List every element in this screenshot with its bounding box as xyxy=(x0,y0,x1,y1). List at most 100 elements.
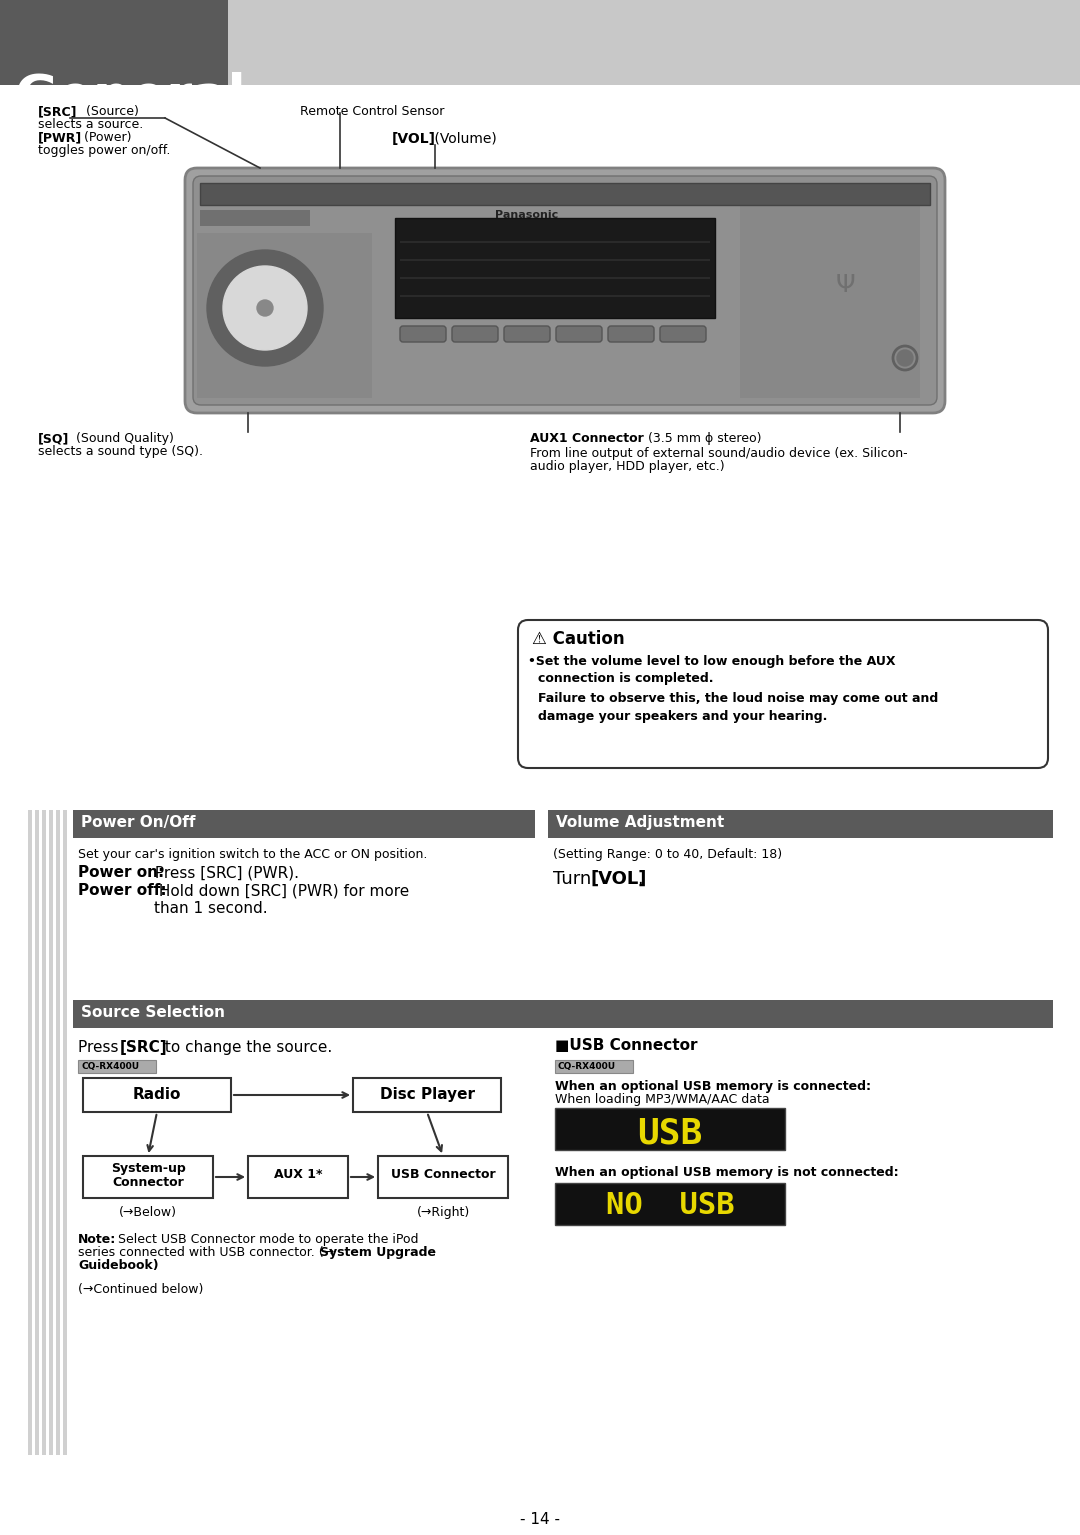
Bar xyxy=(378,1156,508,1197)
Bar xyxy=(400,241,710,243)
Bar xyxy=(740,183,920,398)
Text: .: . xyxy=(637,870,643,889)
Circle shape xyxy=(222,266,307,350)
Bar xyxy=(353,1078,501,1111)
Bar xyxy=(83,1156,213,1197)
Text: (→Below): (→Below) xyxy=(119,1207,177,1219)
Bar xyxy=(200,183,930,206)
Bar xyxy=(200,210,310,226)
Text: USB: USB xyxy=(637,1116,703,1150)
FancyBboxPatch shape xyxy=(453,325,498,342)
Text: NO  USB: NO USB xyxy=(606,1191,734,1220)
Text: - 14 -: - 14 - xyxy=(519,1512,561,1527)
FancyBboxPatch shape xyxy=(608,325,654,342)
Text: damage your speakers and your hearing.: damage your speakers and your hearing. xyxy=(538,711,827,723)
Text: (Power): (Power) xyxy=(80,130,132,144)
Text: Ψ: Ψ xyxy=(835,273,854,296)
Text: Press [SRC] (PWR).: Press [SRC] (PWR). xyxy=(150,866,299,880)
Text: Press: Press xyxy=(78,1041,123,1055)
Bar xyxy=(73,999,1053,1028)
Text: Note:: Note: xyxy=(78,1233,117,1246)
Bar xyxy=(548,810,1053,838)
Text: General: General xyxy=(14,72,245,124)
Text: Disc Player: Disc Player xyxy=(379,1087,474,1102)
Text: From line output of external sound/audio device (ex. Silicon-: From line output of external sound/audio… xyxy=(530,447,907,460)
Bar xyxy=(0,0,228,84)
FancyBboxPatch shape xyxy=(400,325,446,342)
FancyBboxPatch shape xyxy=(518,620,1048,768)
Bar xyxy=(28,810,32,1455)
Bar xyxy=(56,810,60,1455)
Text: When an optional USB memory is not connected:: When an optional USB memory is not conne… xyxy=(555,1167,899,1179)
Circle shape xyxy=(257,299,273,316)
Text: Volume Adjustment: Volume Adjustment xyxy=(556,815,725,830)
Bar xyxy=(248,1156,348,1197)
Text: USB Connector: USB Connector xyxy=(391,1168,496,1180)
FancyBboxPatch shape xyxy=(660,325,706,342)
Text: (→Continued below): (→Continued below) xyxy=(78,1283,203,1296)
Text: audio player, HDD player, etc.): audio player, HDD player, etc.) xyxy=(530,460,725,473)
Text: [SRC]: [SRC] xyxy=(38,104,78,118)
Text: •Set the volume level to low enough before the AUX: •Set the volume level to low enough befo… xyxy=(528,655,895,668)
Text: ⚠ Caution: ⚠ Caution xyxy=(532,629,624,648)
Circle shape xyxy=(207,250,323,365)
Bar xyxy=(400,259,710,261)
Text: When loading MP3/WMA/AAC data: When loading MP3/WMA/AAC data xyxy=(555,1093,770,1107)
Text: to change the source.: to change the source. xyxy=(160,1041,333,1055)
Bar xyxy=(73,810,535,838)
Bar xyxy=(197,233,372,398)
Text: Connector: Connector xyxy=(112,1176,184,1190)
Text: [PWR]: [PWR] xyxy=(38,130,82,144)
Bar xyxy=(83,1078,231,1111)
Bar xyxy=(400,276,710,279)
Text: (Sound Quality): (Sound Quality) xyxy=(72,431,174,445)
Text: AUX 1*: AUX 1* xyxy=(273,1168,322,1180)
Text: (Source): (Source) xyxy=(82,104,139,118)
Text: Source Selection: Source Selection xyxy=(81,1005,225,1019)
Text: Failure to observe this, the loud noise may come out and: Failure to observe this, the loud noise … xyxy=(538,692,939,705)
Text: (→Right): (→Right) xyxy=(417,1207,470,1219)
Bar xyxy=(555,1183,785,1225)
Text: Remote Control Sensor: Remote Control Sensor xyxy=(300,104,444,118)
Text: Guidebook): Guidebook) xyxy=(78,1259,159,1273)
Bar xyxy=(78,1061,156,1073)
Bar xyxy=(555,1061,633,1073)
Circle shape xyxy=(897,350,913,365)
Text: [SRC]: [SRC] xyxy=(120,1041,167,1055)
Text: connection is completed.: connection is completed. xyxy=(538,672,714,685)
Text: Hold down [SRC] (PWR) for more: Hold down [SRC] (PWR) for more xyxy=(154,883,409,898)
Text: selects a source.: selects a source. xyxy=(38,118,144,130)
FancyBboxPatch shape xyxy=(556,325,602,342)
Text: [SQ]: [SQ] xyxy=(38,431,69,445)
Bar xyxy=(49,810,53,1455)
Bar xyxy=(400,295,710,296)
FancyBboxPatch shape xyxy=(193,177,937,405)
Text: (3.5 mm ϕ stereo): (3.5 mm ϕ stereo) xyxy=(644,431,761,445)
Bar xyxy=(42,810,46,1455)
Bar xyxy=(555,1108,785,1150)
FancyBboxPatch shape xyxy=(504,325,550,342)
Text: Radio: Radio xyxy=(133,1087,181,1102)
Text: toggles power on/off.: toggles power on/off. xyxy=(38,144,171,157)
Text: Power On/Off: Power On/Off xyxy=(81,815,195,830)
Text: System Upgrade: System Upgrade xyxy=(320,1246,436,1259)
Bar xyxy=(0,0,1080,84)
FancyBboxPatch shape xyxy=(185,167,945,413)
Text: Select USB Connector mode to operate the iPod: Select USB Connector mode to operate the… xyxy=(114,1233,419,1246)
Text: CQ-RX400U: CQ-RX400U xyxy=(558,1062,616,1071)
Text: CQ-RX400U: CQ-RX400U xyxy=(81,1062,139,1071)
Text: Set your car's ignition switch to the ACC or ON position.: Set your car's ignition switch to the AC… xyxy=(78,847,428,861)
Bar xyxy=(35,810,39,1455)
Text: series connected with USB connector. (→: series connected with USB connector. (→ xyxy=(78,1246,338,1259)
Text: (Volume): (Volume) xyxy=(430,132,497,146)
Bar xyxy=(63,810,67,1455)
Text: System-up: System-up xyxy=(110,1162,186,1174)
Text: (Setting Range: 0 to 40, Default: 18): (Setting Range: 0 to 40, Default: 18) xyxy=(553,847,782,861)
Text: Turn: Turn xyxy=(553,870,597,889)
Text: Power on:: Power on: xyxy=(78,866,164,880)
Text: selects a sound type (SQ).: selects a sound type (SQ). xyxy=(38,445,203,457)
Text: [VOL]: [VOL] xyxy=(392,132,436,146)
Text: When an optional USB memory is connected:: When an optional USB memory is connected… xyxy=(555,1081,870,1093)
Bar xyxy=(395,218,715,318)
Text: Panasonic: Panasonic xyxy=(495,210,558,220)
